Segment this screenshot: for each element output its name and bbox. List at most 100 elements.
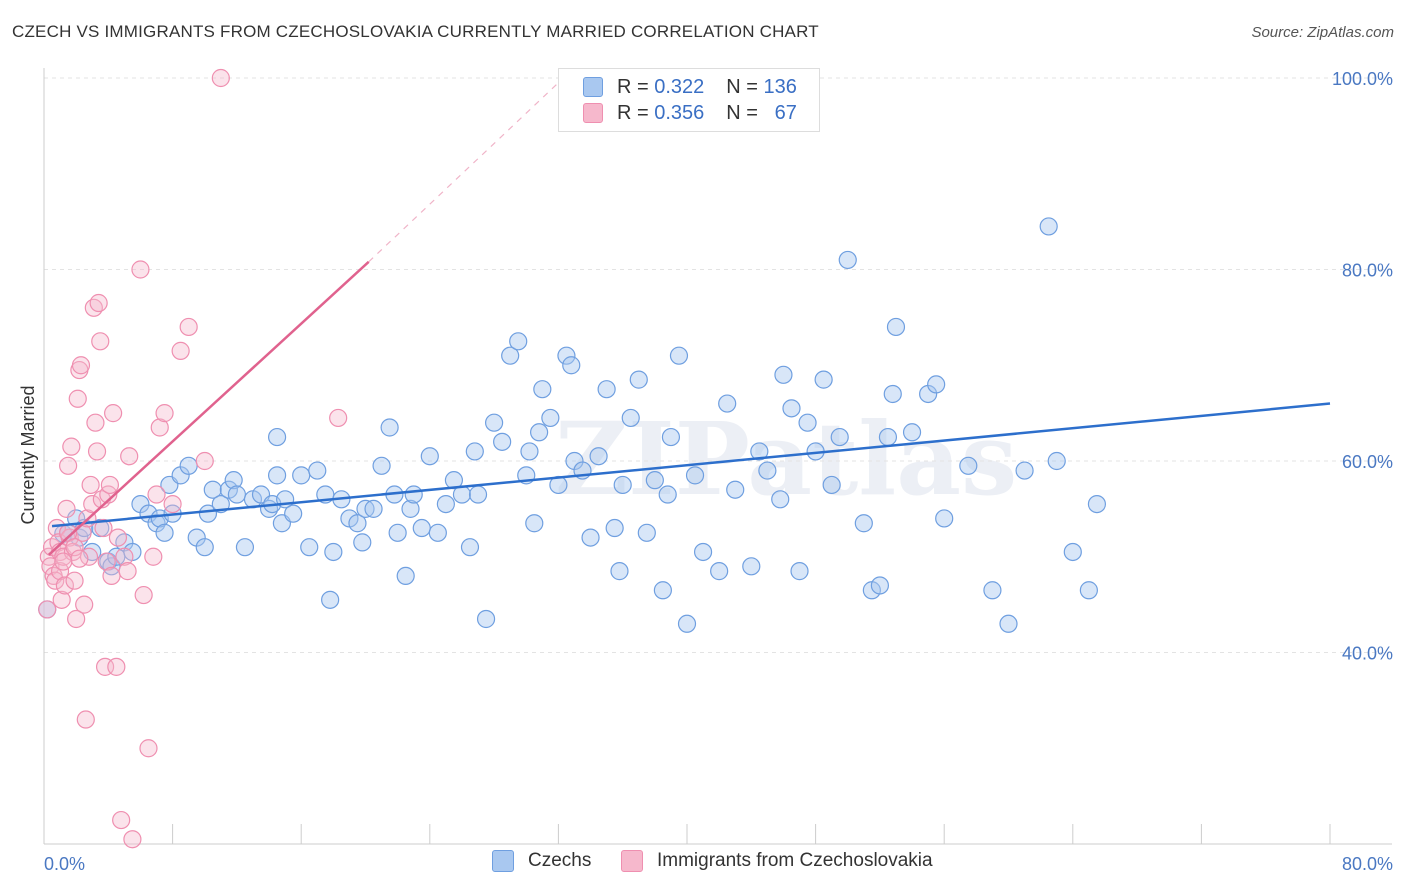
immigrant-point xyxy=(104,404,123,423)
immigrant-point xyxy=(87,442,107,461)
x-tick-label: 80.0% xyxy=(1342,854,1393,874)
bottom-legend-swatch-czechs xyxy=(492,850,514,872)
czech-point xyxy=(284,504,303,523)
legend-n-value: 67 xyxy=(774,101,797,124)
czech-point xyxy=(983,581,1002,600)
immigrant-point xyxy=(83,494,102,514)
czech-point xyxy=(465,442,484,461)
czech-point xyxy=(798,413,817,432)
czech-point xyxy=(267,427,287,447)
immigrant-point xyxy=(75,595,94,614)
immigrants-trend-line xyxy=(47,260,370,556)
czech-point xyxy=(1079,581,1098,600)
immigrant-point xyxy=(50,562,70,581)
czech-point xyxy=(224,471,243,490)
immigrant-point xyxy=(86,413,105,432)
czech-point xyxy=(629,370,648,389)
trend-lines xyxy=(47,82,1331,556)
czech-point xyxy=(870,576,890,595)
czech-point xyxy=(726,480,745,499)
czech-point xyxy=(235,538,255,557)
czech-point xyxy=(509,332,528,351)
immigrant-point xyxy=(155,404,174,423)
legend-row-czechs: R = 0.322 N = 136 xyxy=(583,75,797,99)
czech-point xyxy=(380,418,399,437)
x-tick-label: 0.0% xyxy=(44,854,85,874)
czech-point xyxy=(460,538,480,557)
czech-point xyxy=(838,250,857,270)
stats-legend: R = 0.322 N = 136 R = 0.356 N = 67 xyxy=(558,68,820,132)
czech-point xyxy=(718,394,737,413)
czech-point xyxy=(396,566,415,586)
bottom-legend-label: Immigrants from Czechoslovakia xyxy=(657,850,933,871)
immigrant-point xyxy=(112,810,131,830)
czech-point xyxy=(658,485,677,504)
bottom-legend-czechs: Czechs xyxy=(492,850,591,872)
czech-point xyxy=(605,518,624,538)
y-tick-label: 100.0% xyxy=(1332,69,1393,89)
source-label: Source: ZipAtlas.com xyxy=(1251,24,1394,41)
czech-point xyxy=(814,370,833,389)
czech-point xyxy=(685,466,705,485)
czech-point xyxy=(530,423,549,442)
immigrant-point xyxy=(171,341,190,360)
tick-labels: 100.0% 80.0% 60.0% 40.0% 0.0% 80.0% xyxy=(44,69,1393,874)
czech-point xyxy=(902,423,922,442)
czech-point xyxy=(771,490,790,509)
y-tick-label: 60.0% xyxy=(1342,452,1393,472)
czech-point xyxy=(372,456,391,475)
czech-point xyxy=(179,456,198,475)
czech-point xyxy=(830,427,849,447)
czech-point xyxy=(428,523,447,542)
czech-point xyxy=(404,485,423,504)
czech-point xyxy=(637,523,656,542)
czech-point xyxy=(886,317,906,337)
czech-point xyxy=(321,590,340,609)
immigrant-point xyxy=(179,317,198,337)
czech-point xyxy=(493,432,512,451)
immigrants-points xyxy=(38,68,348,849)
czech-point xyxy=(589,447,608,466)
czech-point xyxy=(468,485,488,504)
immigrant-point xyxy=(134,585,153,605)
czech-point xyxy=(227,485,246,504)
immigrant-point xyxy=(47,518,66,538)
czech-point xyxy=(1047,451,1066,471)
czech-point xyxy=(533,380,552,399)
immigrant-point xyxy=(91,332,110,351)
czech-point xyxy=(782,399,801,418)
immigrant-point xyxy=(211,68,230,88)
czech-point xyxy=(557,346,576,365)
immigrant-point xyxy=(65,538,84,557)
immigrant-point xyxy=(76,710,95,729)
immigrant-point xyxy=(54,552,73,571)
czech-point xyxy=(525,514,544,533)
czech-point xyxy=(883,384,902,404)
immigrant-point xyxy=(147,485,166,504)
czech-point xyxy=(790,562,809,581)
immigrant-point xyxy=(102,566,121,586)
czech-point xyxy=(155,523,174,542)
immigrant-point xyxy=(52,590,71,609)
immigrant-point xyxy=(71,356,91,375)
czech-point xyxy=(501,346,520,365)
czech-point xyxy=(742,557,761,576)
czech-point xyxy=(581,528,600,547)
czech-point xyxy=(436,494,455,514)
czech-point xyxy=(1015,461,1034,480)
immigrant-point xyxy=(38,600,57,619)
czech-point xyxy=(653,581,672,600)
czech-point xyxy=(520,442,539,461)
immigrant-point xyxy=(150,418,169,437)
immigrant-point xyxy=(68,389,87,408)
czech-point xyxy=(597,380,616,399)
legend-r-value: 0.356 xyxy=(654,101,705,124)
immigrant-point xyxy=(100,475,120,495)
immigrant-point xyxy=(131,260,150,279)
immigrant-point xyxy=(115,547,134,566)
czech-point xyxy=(621,408,640,428)
legend-n-label: N = xyxy=(726,75,758,98)
y-axis-label: Currently Married xyxy=(18,385,38,524)
czech-point xyxy=(292,466,311,485)
